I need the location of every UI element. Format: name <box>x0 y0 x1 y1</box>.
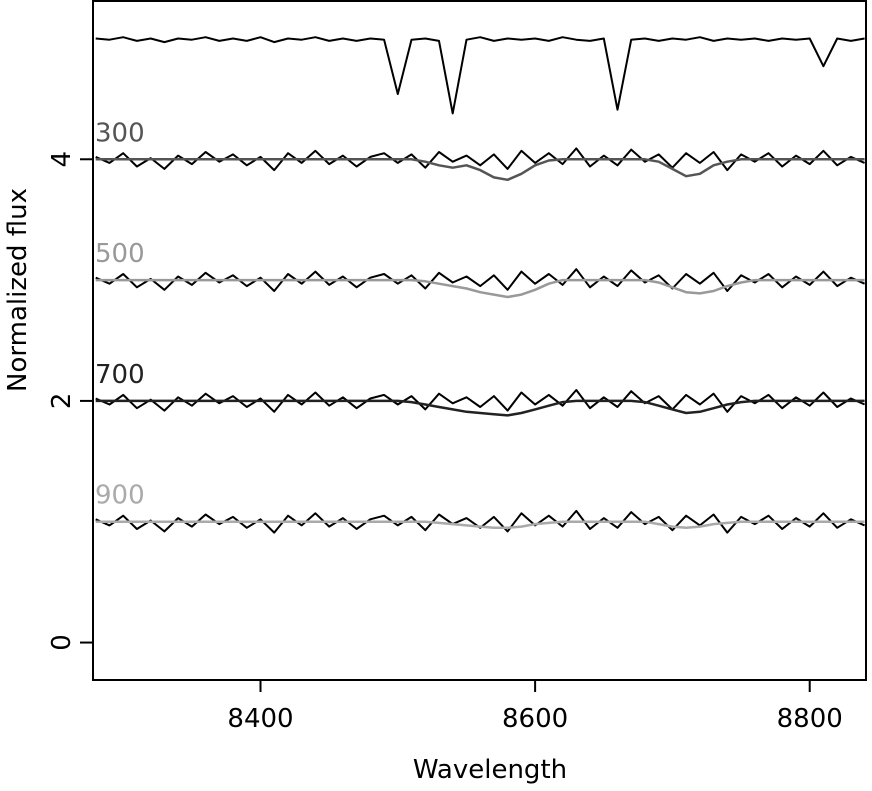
y-tick-label: 0 <box>47 634 77 651</box>
model-line <box>95 278 865 299</box>
x-axis-label: Wavelength <box>413 755 567 785</box>
plot-frame <box>92 0 867 681</box>
series-label: 700 <box>95 360 145 390</box>
y-tick-label: 2 <box>47 393 77 410</box>
series-label: 500 <box>95 239 145 269</box>
spectrum-line <box>95 36 865 115</box>
series-label: 900 <box>95 481 145 511</box>
series-label: 300 <box>95 118 145 148</box>
model-line <box>95 520 865 530</box>
y-axis-label: Normalized flux <box>3 188 33 392</box>
y-tick-label: 4 <box>47 151 77 168</box>
model-line <box>95 158 865 182</box>
x-tick-label: 8800 <box>777 704 843 734</box>
model-line <box>95 399 865 417</box>
x-tick-label: 8400 <box>227 704 293 734</box>
x-tick-label: 8600 <box>502 704 568 734</box>
